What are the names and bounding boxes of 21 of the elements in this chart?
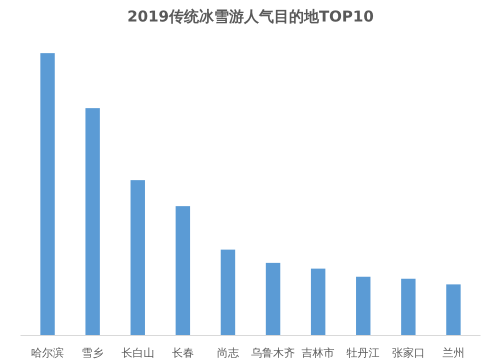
bar (130, 180, 145, 336)
x-tick-label: 雪乡 (82, 346, 104, 360)
x-tick-label: 张家口 (392, 346, 425, 360)
bar (176, 206, 190, 336)
x-tick-label: 兰州 (442, 346, 464, 360)
x-tick-label: 长白山 (121, 346, 154, 360)
x-tick-label: 尚志 (216, 346, 239, 360)
x-tick-label: 乌鲁木齐 (251, 346, 296, 360)
x-tick-label: 哈尔滨 (31, 346, 64, 360)
bar (220, 250, 236, 336)
chart-title: 2019传统冰雪游人气目的地TOP10 (127, 8, 374, 26)
bar (310, 268, 326, 336)
x-tick-label: 牡丹江 (346, 346, 380, 360)
bar (446, 284, 461, 336)
x-tick-label: 长春 (172, 346, 194, 360)
bar (401, 278, 416, 336)
x-tick-label: 吉林市 (302, 346, 335, 360)
bar (40, 53, 55, 336)
bar (356, 276, 370, 336)
bar (266, 262, 280, 336)
bar (85, 108, 100, 336)
